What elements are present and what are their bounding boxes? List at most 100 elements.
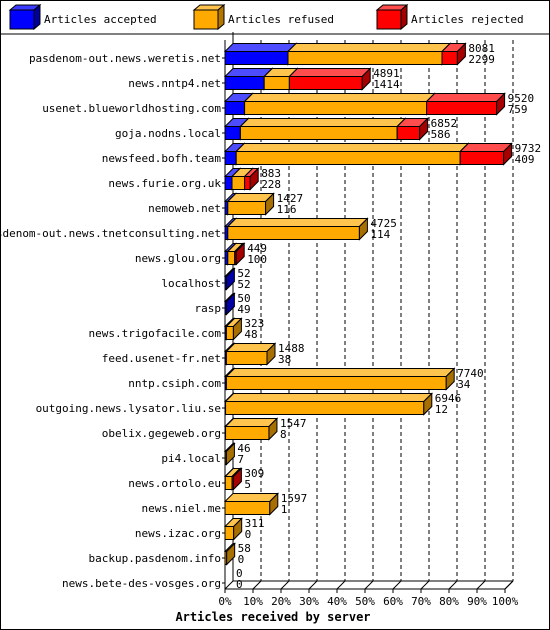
x-tick-label: 100% (492, 595, 519, 608)
bar-front (231, 176, 246, 190)
y-tick-label: news.trigofacile.com (89, 327, 222, 340)
value-total-label: 7740 (457, 367, 484, 380)
gridline-floor (280, 580, 290, 590)
x-tick-label: 30% (299, 595, 319, 608)
bar-top (288, 68, 372, 77)
bar-side (266, 342, 276, 366)
bar-top (243, 93, 436, 102)
value-total-label: 1488 (278, 342, 305, 355)
value-total-label: 9520 (508, 92, 534, 105)
value-accepted-label: 116 (277, 203, 297, 216)
value-total-label: 0 (236, 567, 243, 580)
value-total-label: 6852 (431, 117, 458, 130)
value-total-label: 1547 (280, 417, 307, 430)
bar-top (223, 493, 280, 502)
bar-front (224, 126, 241, 140)
y-tick-label: pi4.local (161, 452, 221, 465)
bar-front (225, 326, 234, 340)
bar-side (235, 242, 245, 266)
x-tick-label: 40% (327, 595, 347, 608)
value-accepted-label: 114 (370, 228, 390, 241)
bar-side (265, 192, 275, 216)
bar-front (227, 201, 267, 215)
y-tick-label: obelix.gegeweb.org (102, 427, 221, 440)
x-tick-label: 90% (467, 595, 487, 608)
bar-top (458, 143, 513, 152)
value-total-label: 323 (244, 317, 264, 330)
value-total-label: 309 (244, 467, 264, 480)
bar-front (224, 51, 289, 65)
bar-front (227, 251, 236, 265)
bar-side (419, 117, 429, 141)
bar-top (239, 118, 407, 127)
bar-top (223, 43, 298, 52)
bar-front (426, 101, 498, 115)
bar-rejected (230, 467, 243, 491)
value-total-label: 4891 (373, 67, 400, 80)
gridline-floor (336, 580, 346, 590)
value-total-label: 6946 (435, 392, 462, 405)
value-accepted-label: 7 (237, 453, 244, 466)
bar-side (225, 267, 235, 291)
bar-front (224, 476, 233, 490)
bar-side (423, 392, 433, 416)
bar-side (445, 367, 455, 391)
bar-front (224, 176, 233, 190)
bar-refused (243, 92, 436, 116)
value-total-label: 8081 (468, 42, 495, 55)
legend-label-refused: Articles refused (228, 13, 334, 26)
y-tick-label: feed.usenet-fr.net (102, 352, 221, 365)
x-axis-end-line (504, 580, 514, 590)
value-total-label: 50 (237, 292, 250, 305)
legend-item-accepted: Articles accepted (8, 3, 157, 31)
value-accepted-label: 0 (238, 553, 245, 566)
gridline-floor (252, 580, 262, 590)
bar-front (287, 51, 443, 65)
legend: Articles accepted Articles refused Artic… (8, 3, 524, 31)
bar-side (232, 317, 242, 341)
bar-front (224, 526, 235, 540)
gridline-floor (420, 580, 430, 590)
bar-front (263, 76, 290, 90)
bar-refused (239, 117, 407, 141)
bar-accepted (223, 42, 298, 66)
bar-side (233, 517, 243, 541)
y-tick-label: rasp (195, 302, 222, 315)
bar-front (225, 351, 268, 365)
y-tick-label: news.glou.org (135, 252, 221, 265)
value-total-label: 311 (245, 517, 265, 530)
bar-side (269, 492, 279, 516)
bar-refused (224, 417, 279, 441)
bar-top (224, 393, 434, 402)
bar-accepted (223, 267, 236, 291)
y-tick-label: nemoweb.net (148, 202, 221, 215)
value-accepted-label: 49 (237, 303, 250, 316)
y-tick-label: news.bete-des-vosges.org (62, 577, 221, 590)
bar-side (503, 142, 513, 166)
value-accepted-label: 759 (508, 103, 528, 116)
x-tick-label: 60% (383, 595, 403, 608)
y-tick-label: outgoing.news.lysator.liu.se (36, 402, 221, 415)
bar-rejected (395, 117, 429, 141)
bar-refused (225, 317, 243, 341)
bar-side (496, 92, 506, 116)
x-tick-label: 80% (439, 595, 459, 608)
bar-side (358, 217, 368, 241)
value-accepted-label: 2299 (468, 53, 495, 66)
bar-refused (224, 392, 434, 416)
value-total-label: 58 (238, 542, 251, 555)
value-accepted-label: 1 (281, 503, 288, 516)
value-accepted-label: 228 (261, 178, 281, 191)
bar-refused (224, 442, 236, 466)
bar-top (286, 43, 452, 52)
y-tick-label: nntp.csiph.com (128, 377, 221, 390)
bar-front (459, 151, 505, 165)
bar-side (268, 417, 278, 441)
value-total-label: 46 (237, 442, 250, 455)
y-tick-label: pasdenom-out.news.weretis.net (29, 52, 221, 65)
legend-label-rejected: Articles rejected (411, 13, 524, 26)
x-tick-label: 50% (355, 595, 375, 608)
value-total-label: 1597 (281, 492, 308, 505)
value-total-label: 4725 (370, 217, 397, 230)
bar-top (226, 218, 369, 227)
